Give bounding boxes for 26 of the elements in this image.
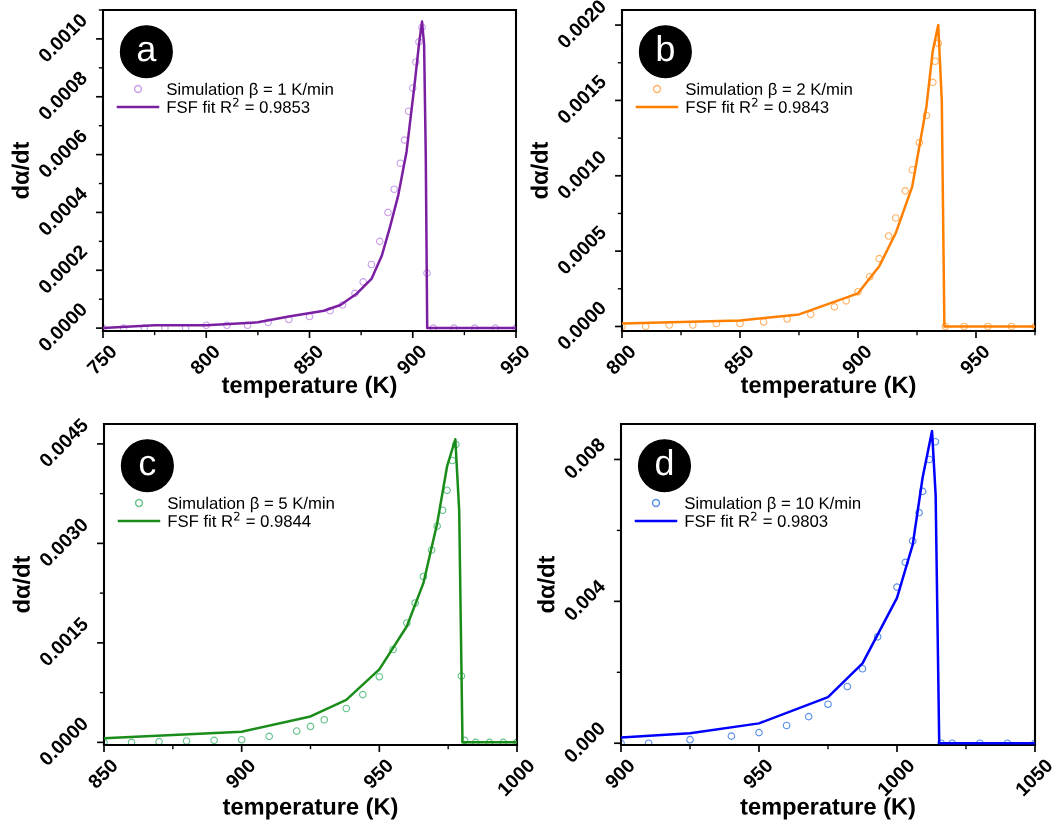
annotation: a [137,41,157,62]
annotation: c [139,455,156,476]
x-axis-title: temperature (K) [740,797,915,820]
y-axis-title: dα/dt [530,141,549,199]
x-tick-label: 850 [722,343,755,376]
y-axis-title: dα/dt [537,555,555,613]
x-tick-label: 900 [840,343,873,376]
x-tick-label: 950 [958,343,991,376]
x-tick-label: 950 [362,757,394,790]
x-tick-label: 750 [86,343,118,376]
x-tick-label: 800 [189,343,221,376]
y-axis-title: dα/dt [11,141,30,199]
annotation: d [655,448,673,476]
x-axis-title: temperature (K) [221,375,397,398]
x-tick-label: 900 [224,757,257,790]
x-tick-label: 950 [741,757,774,790]
x-tick-label: 850 [292,343,325,376]
y-axis-title: dα/dt [12,555,31,613]
x-tick-label: 850 [86,757,119,790]
x-axis-title: temperature (K) [740,375,916,398]
x-tick-label: 800 [604,343,637,376]
x-tick-label: 900 [603,757,636,790]
x-axis-title: temperature (K) [222,797,398,820]
annotation: b [657,34,674,62]
x-tick-label: 900 [395,343,428,376]
x-tick-label: 950 [498,343,531,376]
